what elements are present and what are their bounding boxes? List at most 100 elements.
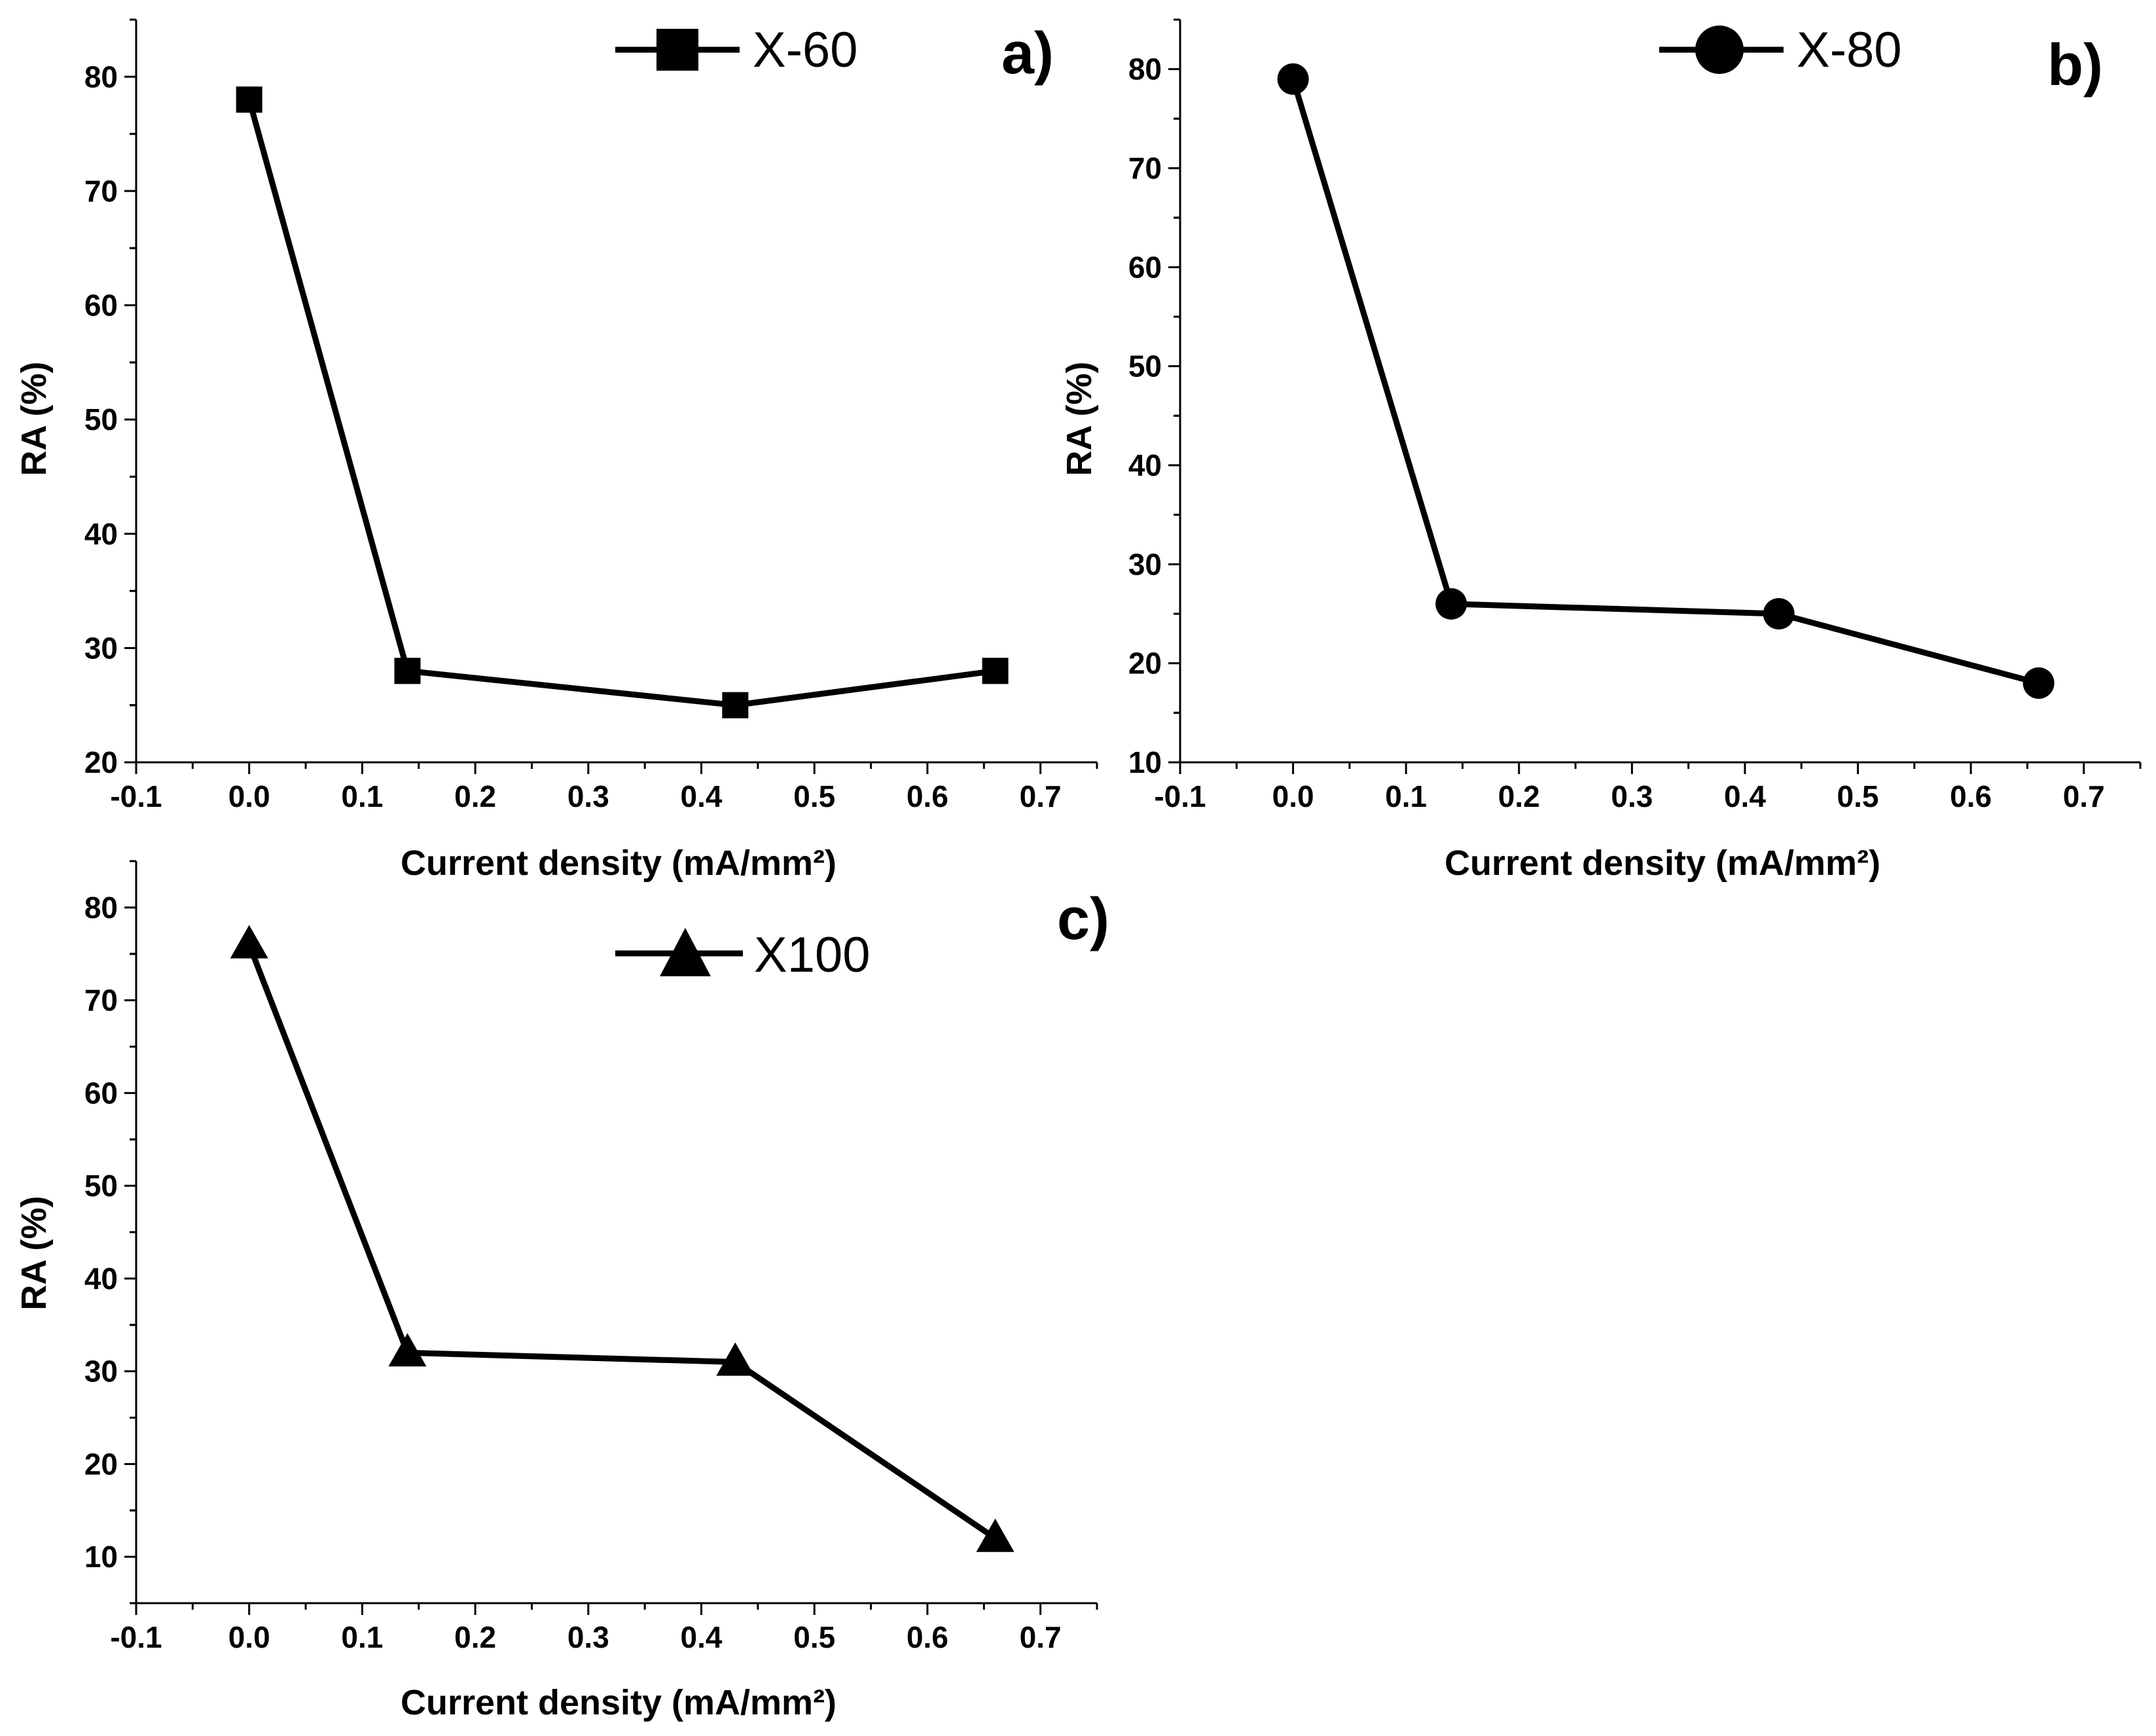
y-tick-label: 70 — [1128, 151, 1162, 185]
legend-label: X100 — [754, 927, 871, 983]
data-point — [2022, 667, 2055, 699]
data-point — [1435, 588, 1467, 620]
y-tick-labels: 10 20 30 40 50 60 70 80 — [84, 891, 118, 1574]
x-tick-label: -0.1 — [1154, 779, 1206, 813]
legend: X-80 — [1659, 22, 1902, 78]
y-tick-label: 10 — [84, 1540, 118, 1574]
x-tick-label: 0.3 — [567, 1620, 609, 1654]
x-tick-label: 0.1 — [341, 779, 383, 813]
data-point — [388, 1333, 427, 1367]
data-point — [394, 658, 421, 684]
axes-lines — [1179, 20, 2140, 764]
y-tick-label: 30 — [84, 631, 118, 665]
legend: X100 — [615, 927, 871, 983]
y-tick-label: 50 — [84, 1169, 118, 1203]
x-tick-label: 0.7 — [1020, 1620, 1062, 1654]
x-tick-label: 0.1 — [341, 1620, 383, 1654]
x-axis-title: Current density (mA/mm²) — [401, 843, 836, 883]
y-tick-labels: 20 30 40 50 60 70 80 — [84, 60, 118, 779]
y-tick-label: 70 — [84, 174, 118, 208]
x-tick-label: 0.6 — [907, 1620, 948, 1654]
x-tick-label: 0.7 — [2063, 779, 2105, 813]
y-axis-title: RA (%) — [1060, 362, 1099, 476]
y-tick-label: 40 — [1128, 448, 1162, 482]
x-tick-label: 0.4 — [681, 1620, 723, 1654]
y-tick-label: 60 — [84, 289, 118, 323]
series-x100 — [230, 925, 1015, 1552]
panel-label-b: b) — [2047, 33, 2103, 98]
y-tick-label: 40 — [84, 1262, 118, 1296]
y-tick-label: 10 — [1128, 745, 1162, 779]
legend-label: X-80 — [1797, 22, 1902, 78]
x-tick-label: 0.7 — [1020, 779, 1062, 813]
x-tick-label: 0.6 — [1950, 779, 1992, 813]
x-axis-title: Current density (mA/mm²) — [1445, 843, 1880, 883]
x-tick-label: 0.2 — [454, 1620, 496, 1654]
y-tick-label: 20 — [1128, 647, 1162, 681]
tick-marks — [124, 18, 1098, 774]
x-tick-labels: -0.1 0.0 0.1 0.2 0.3 0.4 0.5 0.6 0.7 — [110, 779, 1061, 813]
x-tick-label: 0.2 — [454, 779, 496, 813]
y-tick-label: 60 — [1128, 250, 1162, 284]
x-tick-label: 0.5 — [793, 1620, 835, 1654]
panel-label-a: a) — [1001, 21, 1054, 86]
panel-label-c: c) — [1057, 887, 1109, 952]
x-tick-label: 0.4 — [1724, 779, 1766, 813]
data-point — [982, 658, 1009, 684]
tick-marks — [124, 860, 1098, 1615]
x-tick-label: -0.1 — [110, 1620, 162, 1654]
data-point — [1277, 63, 1309, 95]
x-tick-label: 0.0 — [228, 779, 270, 813]
panel-c: -0.1 0.0 0.1 0.2 0.3 0.4 0.5 0.6 0.7 10 20 30 40 50 6… — [14, 860, 1109, 1722]
y-tick-label: 80 — [84, 891, 118, 925]
panel-a: -0.1 0.0 0.1 0.2 0.3 0.4 0.5 0.6 0.7 20 30 40 50 60 7… — [14, 18, 1098, 883]
data-point — [976, 1518, 1015, 1552]
y-axis-title: RA (%) — [14, 1196, 54, 1311]
x-tick-label: 0.4 — [681, 779, 723, 813]
x-tick-label: 0.0 — [228, 1620, 270, 1654]
x-tick-label: 0.3 — [567, 779, 609, 813]
y-tick-label: 60 — [84, 1076, 118, 1110]
x-tick-label: 0.2 — [1498, 779, 1540, 813]
x-axis-title: Current density (mA/mm²) — [401, 1683, 836, 1722]
x-tick-label: 0.0 — [1272, 779, 1314, 813]
series-x60 — [236, 86, 1009, 718]
series-x80 — [1277, 63, 2055, 699]
series-line — [1290, 78, 2039, 686]
legend-marker-triangle — [660, 928, 711, 976]
panel-b: -0.1 0.0 0.1 0.2 0.3 0.4 0.5 0.6 0.7 10 20 30 40 50 6… — [1060, 18, 2142, 883]
y-tick-label: 70 — [84, 983, 118, 1018]
legend: X-60 — [615, 22, 858, 78]
y-tick-labels: 10 20 30 40 50 60 70 80 — [1128, 52, 1162, 779]
x-tick-label: 0.6 — [907, 779, 948, 813]
series-line — [246, 943, 997, 1541]
x-tick-labels: -0.1 0.0 0.1 0.2 0.3 0.4 0.5 0.6 0.7 — [1154, 779, 2104, 813]
y-tick-label: 80 — [1128, 52, 1162, 86]
legend-label: X-60 — [753, 22, 858, 78]
y-tick-label: 50 — [84, 402, 118, 436]
x-tick-label: -0.1 — [110, 779, 162, 813]
data-point — [1763, 598, 1795, 629]
x-tick-label: 0.5 — [1837, 779, 1879, 813]
legend-marker-square — [656, 29, 698, 71]
x-tick-label: 0.5 — [793, 779, 835, 813]
y-tick-label: 20 — [84, 745, 118, 779]
y-tick-label: 30 — [84, 1355, 118, 1389]
x-tick-label: 0.3 — [1611, 779, 1653, 813]
data-point — [236, 86, 262, 113]
data-point — [722, 692, 749, 718]
series-line — [246, 99, 996, 709]
y-tick-label: 50 — [1128, 349, 1162, 383]
x-tick-labels: -0.1 0.0 0.1 0.2 0.3 0.4 0.5 0.6 0.7 — [110, 1620, 1061, 1654]
y-tick-label: 40 — [84, 517, 118, 551]
y-tick-label: 20 — [84, 1447, 118, 1481]
data-point — [230, 925, 268, 959]
y-axis-title: RA (%) — [14, 362, 54, 476]
axes-lines — [135, 20, 1097, 764]
tick-marks — [1168, 18, 2142, 774]
axes-lines — [135, 861, 1097, 1604]
legend-marker-circle — [1695, 26, 1744, 74]
y-tick-label: 30 — [1128, 547, 1162, 581]
x-tick-label: 0.1 — [1385, 779, 1427, 813]
